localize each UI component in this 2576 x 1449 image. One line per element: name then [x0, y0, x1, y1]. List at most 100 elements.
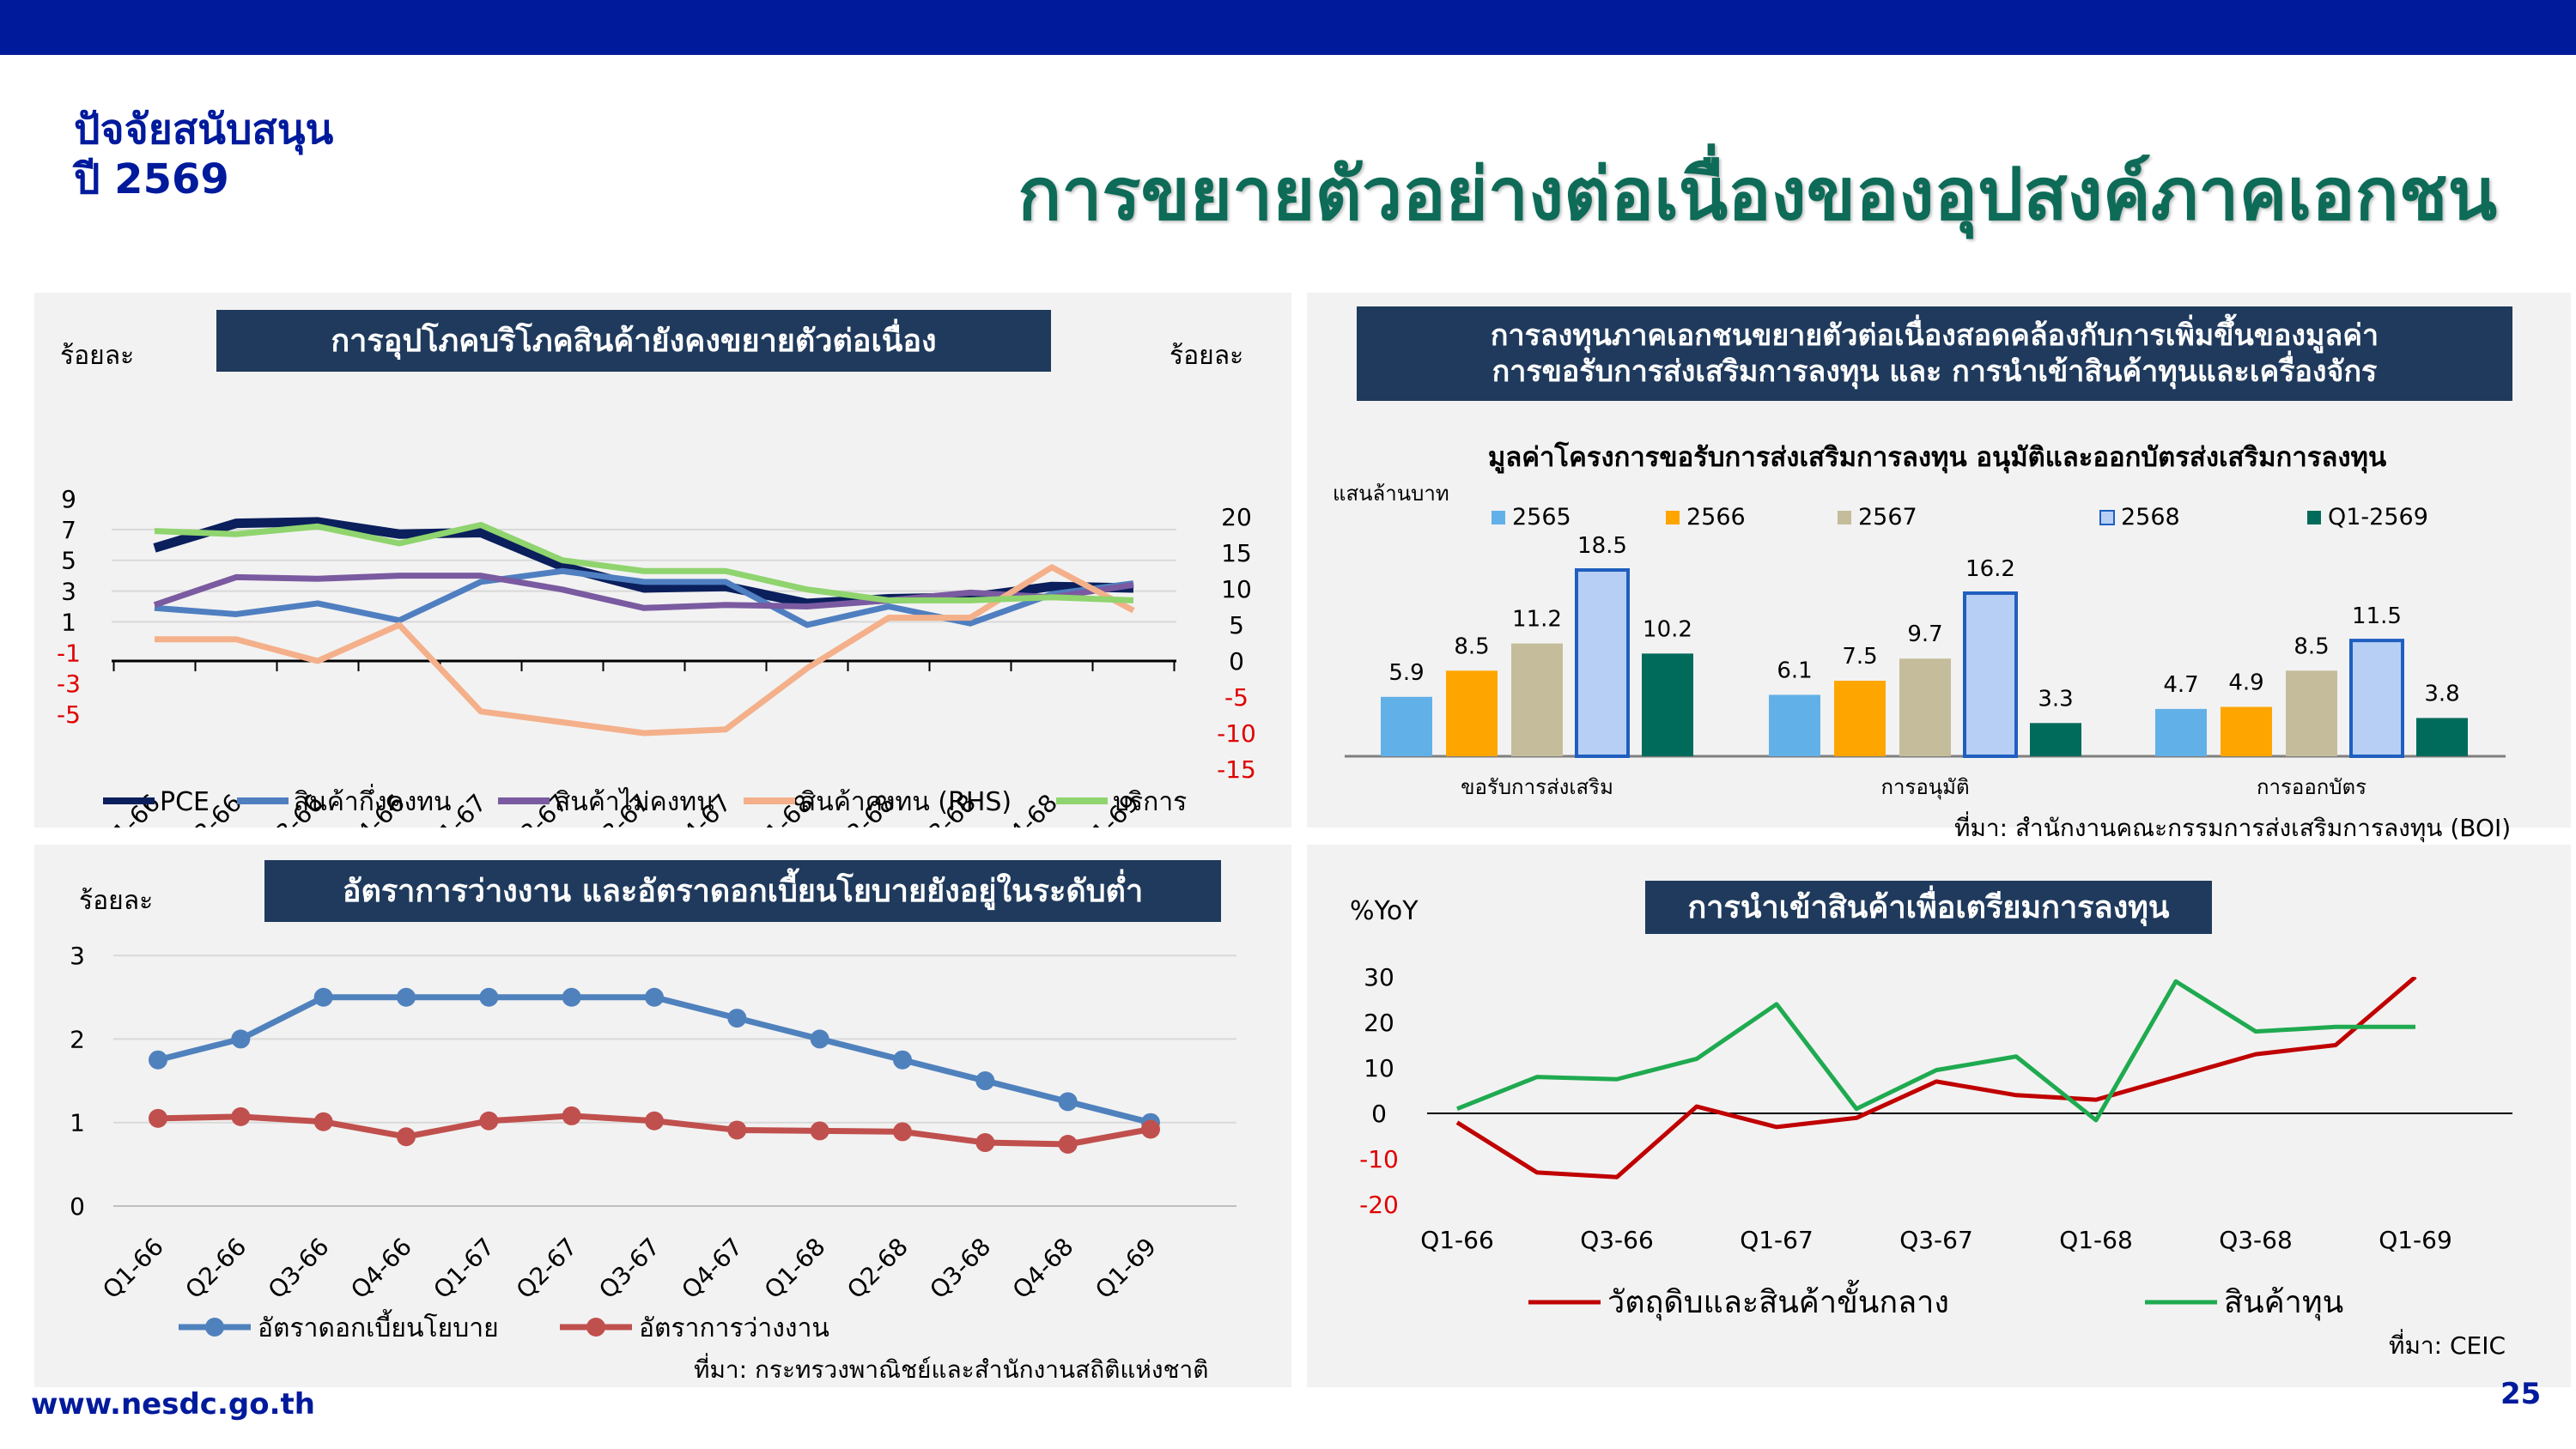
y-right-tick-label: -15 — [1217, 755, 1256, 784]
x-tick-label: Q1-66 — [1420, 1226, 1494, 1254]
series-line-0 — [157, 994, 1151, 1126]
bar-value-label: 3.8 — [2424, 681, 2459, 706]
bar — [2221, 706, 2272, 756]
x-tick-label: Q2-68 — [841, 1233, 914, 1305]
series-marker — [562, 987, 581, 1007]
legend-label: วัตถุดิบและสินค้าขั้นกลาง — [1607, 1279, 1949, 1321]
bar — [1963, 591, 2018, 759]
y-tick-label: 1 — [70, 1109, 85, 1137]
legend-marker — [586, 1318, 605, 1337]
series-marker — [975, 1133, 995, 1153]
y-tick-label: -10 — [1359, 1145, 1399, 1173]
legend-swatch — [1666, 511, 1680, 524]
category-label: ขอรับการส่งเสริม — [1461, 775, 1613, 799]
series-marker — [397, 1127, 416, 1147]
bar-value-label: 9.7 — [1907, 621, 1942, 647]
x-tick-label: Q4-67 — [676, 1233, 748, 1305]
banner-line-1: การลงทุนภาคเอกชนขยายตัวต่อเนื่องสอดคล้อง… — [1490, 318, 2379, 353]
bar — [1899, 658, 1951, 756]
series-marker — [397, 987, 416, 1007]
x-tick-label: Q1-67 — [428, 1233, 500, 1305]
series-marker — [149, 1050, 167, 1070]
bar-value-label: 8.5 — [2293, 634, 2329, 659]
legend-label: สินค้าคงทน (RHS) — [800, 787, 1012, 817]
bar-value-label: 4.9 — [2228, 670, 2263, 696]
bar-value-label: 10.2 — [1643, 616, 1692, 642]
y-tick-label: -20 — [1359, 1191, 1399, 1219]
x-tick-label: Q3-66 — [263, 1233, 335, 1305]
x-tick-label: Q3-67 — [1899, 1226, 1973, 1254]
x-tick-label: Q1-68 — [759, 1233, 831, 1305]
y-left-tick-label: -3 — [57, 670, 81, 698]
y-left-tick-label: 9 — [61, 485, 76, 513]
x-tick-label: Q3-66 — [1580, 1226, 1654, 1254]
legend-swatch — [2099, 510, 2115, 525]
page-number: 25 — [2500, 1377, 2542, 1411]
y-left-tick-label: -1 — [57, 639, 81, 667]
panel-investment-banner: การลงทุนภาคเอกชนขยายตัวต่อเนื่องสอดคล้อง… — [1357, 306, 2512, 401]
series-marker — [1058, 1092, 1078, 1112]
legend-label: อัตราการว่างงาน — [639, 1313, 829, 1343]
y-tick-label: 2 — [70, 1025, 85, 1053]
boi-bar-chart: มูลค่าโครงการขอรับการส่งเสริมการลงทุน อน… — [1345, 441, 2506, 800]
bar-value-label: 8.5 — [1454, 634, 1489, 659]
panel-rates-banner: อัตราการว่างงาน และอัตราดอกเบี้ยนโยบายยั… — [264, 860, 1221, 922]
bar — [1834, 681, 1886, 756]
x-tick-label: Q4-66 — [345, 1233, 417, 1305]
series-marker — [313, 1112, 333, 1131]
y-tick-label: 30 — [1364, 963, 1394, 991]
y-right-tick-label: -5 — [1224, 683, 1249, 712]
bar-value-label: 6.1 — [1777, 658, 1812, 683]
legend-swatch — [1838, 511, 1851, 524]
x-tick-label: Q2-66 — [179, 1233, 252, 1305]
bar-value-label: 16.2 — [1965, 556, 2015, 582]
legend-swatch — [2307, 511, 2321, 524]
series-marker — [479, 1111, 499, 1131]
legend-label: Q1-2569 — [2328, 504, 2428, 530]
bar — [2286, 670, 2337, 756]
legend-label: สินค้าทุน — [2224, 1285, 2343, 1321]
series-line-2 — [153, 573, 1134, 611]
legend-label: 2565 — [1512, 504, 1571, 530]
bar-value-label: 4.7 — [2163, 672, 2198, 698]
panel-consumption-banner: การอุปโภคบริโภคสินค้ายังคงขยายตัวต่อเนื่… — [216, 310, 1051, 372]
imports-unit: %YoY — [1350, 896, 1419, 926]
series-marker — [893, 1050, 912, 1070]
subtitle-line-1: ปัจจัยสนับสนุน — [74, 106, 334, 154]
panel-rates: อัตราการว่างงาน และอัตราดอกเบี้ยนโยบายยั… — [34, 845, 1291, 1387]
series-line-1 — [154, 567, 1134, 628]
page-title: การขยายตัวอย่างต่อเนื่องของอุปสงค์ภาคเอก… — [1018, 152, 2497, 236]
bar-value-label: 11.5 — [2352, 603, 2402, 629]
panel-imports: การนำเข้าสินค้าเพื่อเตรียมการลงทุน %YoY … — [1307, 845, 2571, 1387]
series-marker — [149, 1108, 167, 1128]
bar-value-label: 18.5 — [1577, 533, 1627, 559]
bar-value-label: 3.3 — [2038, 686, 2073, 712]
panel-imports-banner: การนำเข้าสินค้าเพื่อเตรียมการลงทุน — [1645, 881, 2212, 934]
x-tick-label: Q3-68 — [2219, 1226, 2293, 1254]
y-left-tick-label: 5 — [61, 547, 76, 575]
bar — [2349, 639, 2404, 758]
legend-marker — [205, 1318, 224, 1337]
series-marker — [313, 987, 333, 1007]
bar — [2155, 708, 2207, 756]
category-label: การอนุมัติ — [1880, 775, 1969, 800]
footer-url[interactable]: www.nesdc.go.th — [31, 1387, 315, 1422]
y-right-tick-label: 20 — [1221, 503, 1252, 531]
legend-label: สินค้าไม่คงทน — [555, 786, 714, 817]
x-tick-label: Q2-67 — [511, 1233, 583, 1305]
x-tick-label: Q3-67 — [593, 1233, 665, 1305]
y-right-tick-label: -10 — [1217, 719, 1256, 748]
legend-label: 2568 — [2121, 504, 2180, 530]
bar — [2030, 723, 2081, 756]
series-marker — [645, 987, 664, 1007]
x-tick-label: Q1-69 — [2379, 1226, 2452, 1254]
series-marker — [727, 1120, 747, 1140]
series-line-4 — [154, 521, 1134, 603]
legend-label: บริการ — [1113, 787, 1187, 817]
series-marker — [562, 1106, 581, 1125]
legend-swatch — [1492, 511, 1505, 524]
y-left-tick-label: 1 — [61, 608, 76, 636]
bar — [2416, 718, 2468, 756]
y-right-tick-label: 5 — [1229, 611, 1244, 640]
y-right-tick-label: 0 — [1229, 647, 1244, 676]
